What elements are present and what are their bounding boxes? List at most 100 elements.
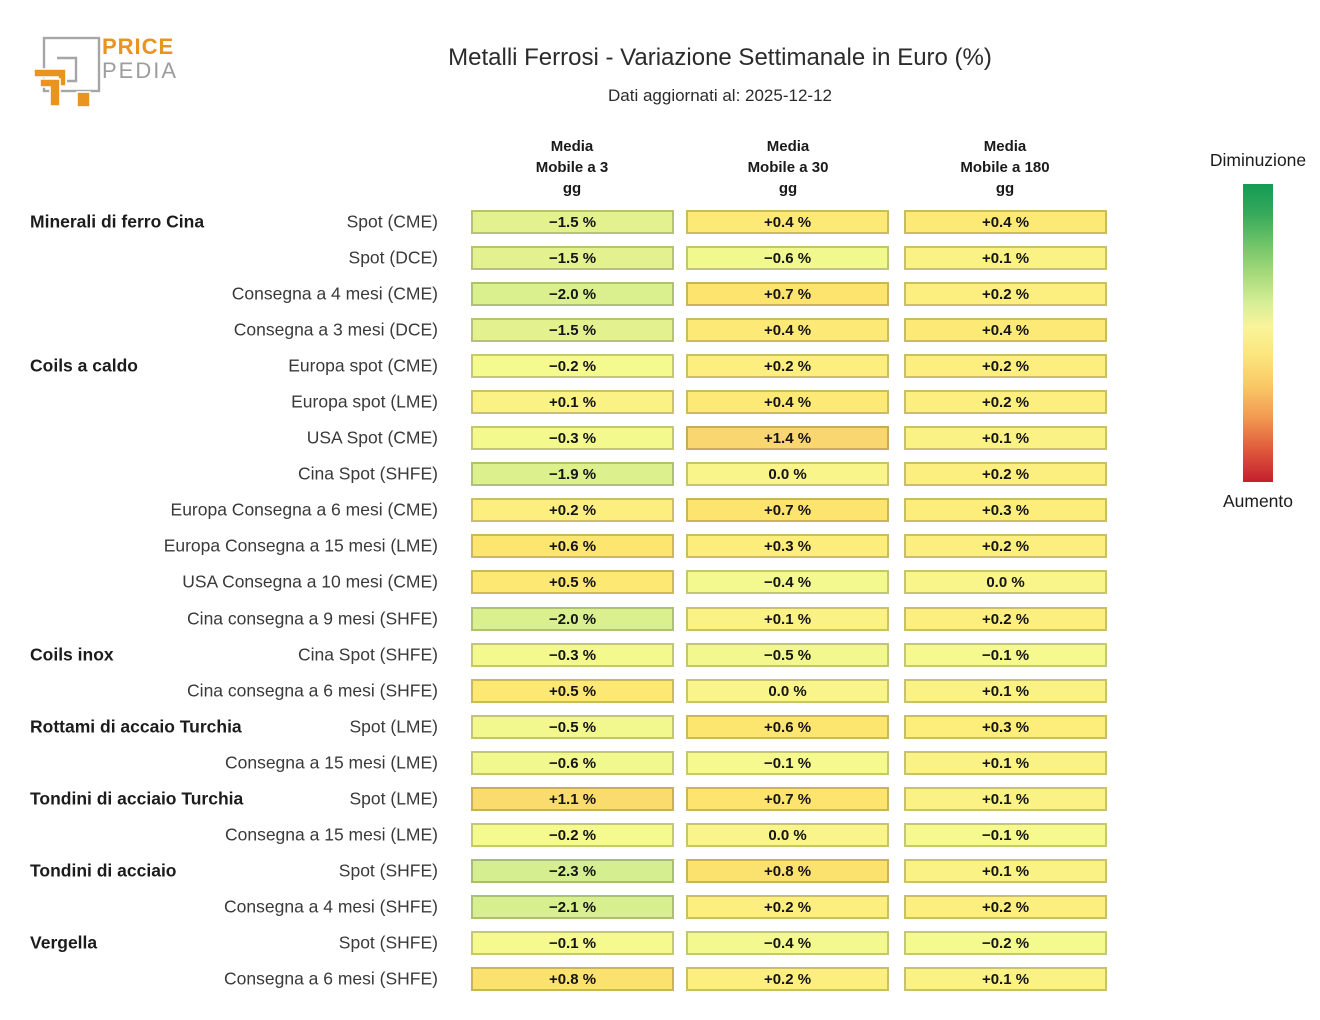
row-label-column: Consegna a 4 mesi (SHFE)	[0, 889, 438, 925]
heatmap-cell: −0.6 %	[471, 750, 674, 775]
heatmap-cell: +0.2 %	[686, 966, 889, 991]
heatmap-cell: +0.3 %	[904, 498, 1107, 523]
heatmap-row: Vergella Spot (SHFE) −0.1 % −0.4 % −0.2 %	[0, 925, 1130, 961]
heatmap-cell: +0.1 %	[686, 606, 889, 631]
heatmap-cell: +0.3 %	[686, 534, 889, 559]
group-label: Tondini di acciaio Turchia	[30, 788, 244, 809]
heatmap-cell: +0.2 %	[904, 462, 1107, 487]
heatmap-row: Europa spot (LME) +0.1 % +0.4 % +0.2 %	[0, 384, 1130, 420]
row-label: Europa Consegna a 6 mesi (CME)	[170, 499, 438, 520]
heatmap-cell: −0.2 %	[471, 822, 674, 847]
row-label: Cina Spot (SHFE)	[297, 463, 438, 484]
heatmap-cell: +0.2 %	[686, 354, 889, 379]
heatmap-cell: +0.7 %	[686, 786, 889, 811]
row-label-column: Consegna a 4 mesi (CME)	[0, 276, 438, 312]
heatmap-row: Consegna a 15 mesi (LME) −0.2 % 0.0 % −0.1 …	[0, 817, 1130, 853]
row-label: USA Spot (CME)	[306, 427, 438, 448]
row-label: Consegna a 6 mesi (SHFE)	[224, 968, 438, 989]
heatmap-cell: +0.1 %	[904, 246, 1107, 271]
heatmap-cell: −0.6 %	[686, 246, 889, 271]
heatmap-row: USA Spot (CME) −0.3 % +1.4 % +0.1 %	[0, 420, 1130, 456]
heatmap-row: Tondini di acciaio Spot (SHFE) −2.3 % +0.8 …	[0, 853, 1130, 889]
column-header: Media Mobile a 3 gg	[535, 138, 609, 197]
row-label-column: USA Spot (CME)	[0, 420, 438, 456]
column-header: Media Mobile a 180 gg	[960, 138, 1050, 197]
row-label: Consegna a 4 mesi (CME)	[231, 283, 438, 304]
heatmap-cell: −0.1 %	[686, 750, 889, 775]
heatmap-cell: +0.2 %	[904, 354, 1107, 379]
row-label-column: Cina consegna a 9 mesi (SHFE)	[0, 601, 438, 637]
heatmap-row: Consegna a 6 mesi (SHFE) +0.8 % +0.2 % +0.1…	[0, 961, 1130, 997]
legend-label-aumento: Aumento	[1222, 491, 1294, 511]
row-label-column: Tondini di acciaio Spot (SHFE)	[0, 853, 438, 889]
legend-label-diminuzione: Diminuzione	[1209, 150, 1307, 170]
heatmap-cell: −0.1 %	[471, 930, 674, 955]
heatmap-row: Cina Spot (SHFE) −1.9 % 0.0 % +0.2 %	[0, 456, 1130, 492]
heatmap-cell: +0.1 %	[471, 390, 674, 415]
logo-word-price: PRICE	[102, 34, 175, 59]
row-label-column: Europa Consegna a 6 mesi (CME)	[0, 492, 438, 528]
row-label-column: Spot (DCE)	[0, 240, 438, 276]
column-header: Media Mobile a 30 gg	[747, 138, 829, 197]
heatmap-cell: −0.3 %	[471, 426, 674, 451]
group-label: Rottami di accaio Turchia	[30, 716, 242, 737]
row-label: Consegna a 15 mesi (LME)	[224, 752, 438, 773]
heatmap-cell: +0.8 %	[471, 966, 674, 991]
group-label: Tondini di acciaio	[30, 860, 177, 881]
row-label: Cina consegna a 6 mesi (SHFE)	[187, 680, 438, 701]
row-label: Europa Consegna a 15 mesi (LME)	[163, 535, 438, 556]
heatmap-cell: −0.5 %	[471, 714, 674, 739]
heatmap-row: Europa Consegna a 6 mesi (CME) +0.2 % +0.7…	[0, 492, 1130, 528]
heatmap-cell: −2.0 %	[471, 282, 674, 307]
row-label: Consegna a 4 mesi (SHFE)	[224, 896, 438, 917]
heatmap-cell: −2.0 %	[471, 606, 674, 631]
row-label: USA Consegna a 10 mesi (CME)	[182, 571, 438, 592]
row-label-column: Vergella Spot (SHFE)	[0, 925, 438, 961]
heatmap-cell: +0.1 %	[904, 966, 1107, 991]
heatmap-cell: +0.4 %	[904, 318, 1107, 343]
heatmap-cell: +0.6 %	[471, 534, 674, 559]
heatmap-cell: 0.0 %	[686, 822, 889, 847]
heatmap-cell: −0.2 %	[904, 930, 1107, 955]
row-label-column: Consegna a 6 mesi (SHFE)	[0, 961, 438, 997]
page-title: Metalli Ferrosi - Variazione Settimanale…	[448, 44, 992, 71]
heatmap-cell: +0.4 %	[686, 318, 889, 343]
heatmap-cell: +0.2 %	[904, 534, 1107, 559]
heatmap-cell: +0.4 %	[686, 390, 889, 415]
heatmap-cell: +0.2 %	[686, 894, 889, 919]
heatmap-row: Consegna a 4 mesi (SHFE) −2.1 % +0.2 % +0.2…	[0, 889, 1130, 925]
row-label: Consegna a 3 mesi (DCE)	[233, 319, 438, 340]
row-label-column: USA Consegna a 10 mesi (CME)	[0, 564, 438, 600]
row-label: Spot (LME)	[349, 716, 439, 737]
heatmap-cell: +1.4 %	[686, 426, 889, 451]
heatmap-rows: Minerali di ferro Cina Spot (CME) −1.5 % +0…	[0, 204, 1130, 997]
heatmap-cell: −1.5 %	[471, 318, 674, 343]
row-label: Spot (CME)	[346, 211, 438, 232]
heatmap-cell: −2.3 %	[471, 858, 674, 883]
heatmap-cell: −0.3 %	[471, 642, 674, 667]
legend-gradient-bar	[1243, 184, 1273, 482]
heatmap-row: Minerali di ferro Cina Spot (CME) −1.5 % +0…	[0, 204, 1130, 240]
heatmap-cell: +0.1 %	[904, 786, 1107, 811]
heatmap-cell: +0.7 %	[686, 498, 889, 523]
heatmap-row: Consegna a 3 mesi (DCE) −1.5 % +0.4 % +0.4 …	[0, 312, 1130, 348]
logo-word-pedia: PEDIA	[102, 58, 179, 83]
row-label-column: Europa spot (LME)	[0, 384, 438, 420]
page-subtitle: Dati aggiornati al: 2025-12-12	[608, 86, 832, 105]
heatmap-cell: +0.2 %	[471, 498, 674, 523]
heatmap-cell: −1.5 %	[471, 210, 674, 234]
heatmap-row: Coils inox Cina Spot (SHFE) −0.3 % −0.5 % −0…	[0, 637, 1130, 673]
group-label: Vergella	[30, 932, 98, 953]
row-label-column: Consegna a 15 mesi (LME)	[0, 745, 438, 781]
heatmap-row: Europa Consegna a 15 mesi (LME) +0.6 % +0.…	[0, 528, 1130, 564]
heatmap-cell: +0.1 %	[904, 750, 1107, 775]
heatmap-cell: 0.0 %	[686, 462, 889, 487]
pricepedia-logo-icon	[33, 36, 101, 108]
heatmap-row: Rottami di accaio Turchia Spot (LME) −0.5 …	[0, 709, 1130, 745]
row-label: Spot (SHFE)	[338, 860, 438, 881]
heatmap-cell: +0.4 %	[686, 210, 889, 234]
heatmap-cell: +0.1 %	[904, 678, 1107, 703]
heatmap-cell: −0.4 %	[686, 570, 889, 595]
heatmap-cell: −1.5 %	[471, 246, 674, 271]
heatmap-cell: +0.2 %	[904, 282, 1107, 307]
